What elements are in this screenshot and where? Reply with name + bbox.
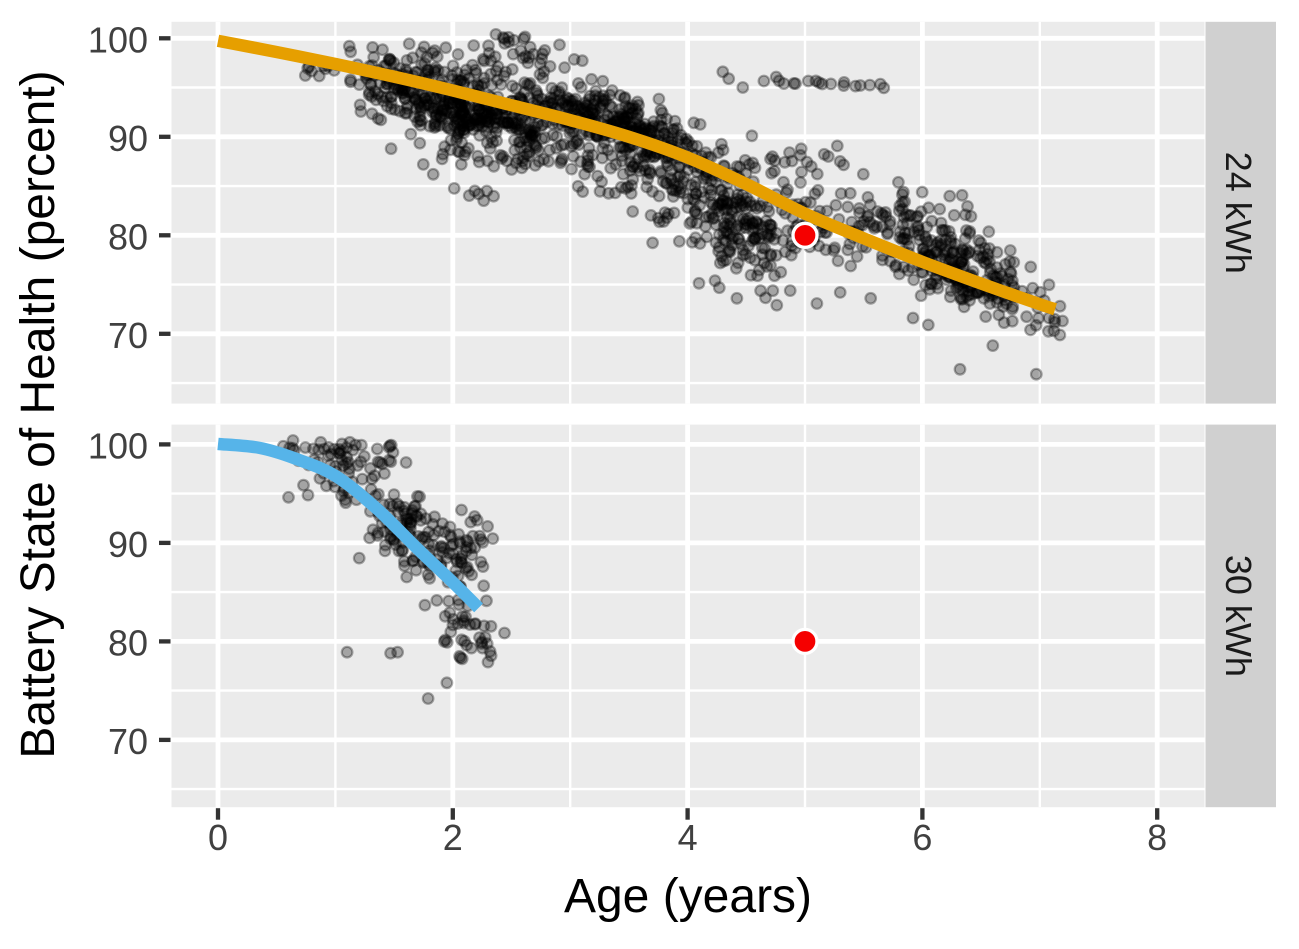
svg-text:80: 80 <box>108 622 148 663</box>
svg-text:90: 90 <box>108 118 148 159</box>
svg-text:0: 0 <box>208 817 228 858</box>
svg-text:30 kWh: 30 kWh <box>1218 555 1259 677</box>
svg-text:4: 4 <box>678 817 698 858</box>
svg-text:Battery State of Health (perce: Battery State of Health (percent) <box>12 70 65 758</box>
svg-text:90: 90 <box>108 524 148 565</box>
svg-text:8: 8 <box>1147 817 1167 858</box>
svg-text:Age (years): Age (years) <box>564 870 812 923</box>
svg-text:2: 2 <box>443 817 463 858</box>
svg-text:70: 70 <box>108 721 148 762</box>
svg-text:100: 100 <box>88 19 148 60</box>
svg-text:24 kWh: 24 kWh <box>1218 152 1259 274</box>
svg-text:70: 70 <box>108 315 148 356</box>
svg-text:6: 6 <box>912 817 932 858</box>
svg-text:100: 100 <box>88 425 148 466</box>
svg-text:80: 80 <box>108 216 148 257</box>
